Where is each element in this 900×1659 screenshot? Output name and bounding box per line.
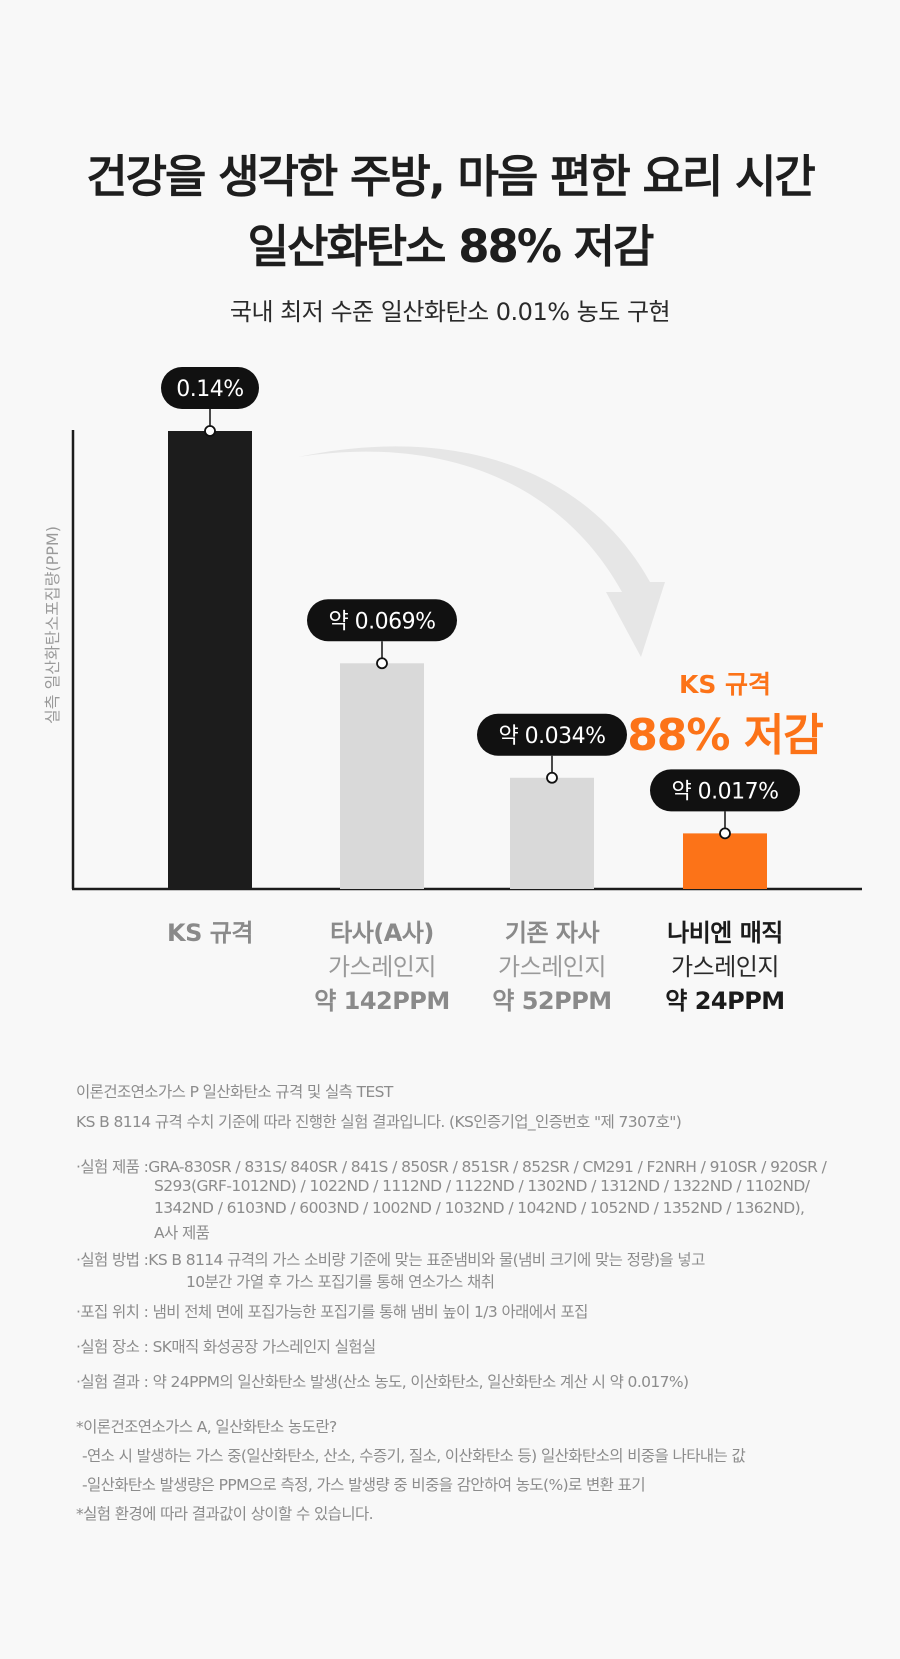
bar-0: [168, 431, 252, 889]
value-label-pill: [650, 769, 800, 812]
value-label: 약 0.034%: [498, 724, 605, 749]
category-label-previous: 기존 자사 가스레인지 약 52PPM: [442, 916, 662, 1018]
category-name: 나비엔 매직: [667, 919, 783, 947]
bar-1: [340, 663, 424, 889]
category-ppm: 약 52PPM: [492, 987, 612, 1015]
headline-line-1: 건강을 생각한 주방, 마음 편한 요리 시간: [86, 150, 816, 203]
category-label-navien: 나비엔 매직 가스레인지 약 24PPM: [615, 916, 835, 1018]
notes-product: ·실험 제품 : GRA-830SR / 831S/ 840SR / 841S …: [76, 1155, 827, 1177]
subtitle: 국내 최저 수준 일산화탄소 0.01% 농도 구현: [229, 298, 671, 326]
category-type: 가스레인지: [498, 953, 606, 981]
co-emission-bar-chart: 실측 일산화탄소포집량(PPM) 0.14% 약 0.069% 약 0.034% 약 …: [43, 367, 862, 891]
notes-heading: 이론건조연소가스 P 일산화탄소 규격 및 실측 TEST: [76, 1083, 393, 1101]
notes-product-line: S293(GRF-1012ND) / 1022ND / 1112ND / 112…: [154, 1177, 810, 1195]
notes-method-line: KS B 8114 규격의 가스 소비량 기준에 맞는 표준냄비와 물(냄비 크…: [148, 1251, 705, 1269]
notes-method-line: 10분간 가열 후 가스 포집기를 통해 연소가스 채취: [186, 1273, 495, 1291]
notes-faq-answer: -일산화탄소 발생량은 PPM으로 측정, 가스 발생량 중 비중을 감안하여 …: [82, 1476, 646, 1494]
value-label: 약 0.069%: [328, 609, 435, 634]
notes-product-key: ·실험 제품 :: [76, 1158, 149, 1176]
notes-position: ·포집 위치 : 냄비 전체 면에 포집가능한 포집기를 통해 냄비 높이 1/…: [76, 1303, 588, 1321]
notes-result: ·실험 결과 : 약 24PPM의 일산화탄소 발생(산소 농도, 이산화탄소,…: [76, 1373, 689, 1391]
notes-disclaimer: *실험 환경에 따라 결과값이 상이할 수 있습니다.: [76, 1505, 374, 1523]
category-name: 기존 자사: [504, 919, 600, 947]
category-name: KS 규격: [167, 919, 253, 947]
notes-product-line: 1342ND / 6103ND / 6003ND / 1002ND / 1032…: [154, 1199, 805, 1217]
value-marker: [376, 657, 388, 670]
notes-place: ·실험 장소 : SK매직 화성공장 가스레인지 실험실: [76, 1338, 376, 1356]
y-axis-label: 실측 일산화탄소포집량(PPM): [43, 526, 62, 724]
notes-faq-answer: -연소 시 발생하는 가스 중(일산화탄소, 산소, 수증기, 질소, 이산화탄…: [82, 1447, 746, 1465]
bar-3: [683, 833, 767, 889]
value-marker: [204, 425, 216, 437]
trend-arrow-icon: [298, 446, 665, 657]
category-type: 가스레인지: [671, 953, 779, 981]
notes-product-line: A사 제품: [154, 1224, 210, 1242]
notes-intro: KS B 8114 규격 수치 기준에 따라 진행한 실험 결과입니다. (KS…: [76, 1113, 682, 1131]
category-name: 타사(A사): [330, 919, 434, 947]
notes-method: ·실험 방법 : KS B 8114 규격의 가스 소비량 기준에 맞는 표준냄…: [76, 1248, 705, 1270]
bar-2: [510, 777, 594, 889]
notes-faq-question: *이론건조연소가스 A, 일산화탄소 농도란?: [76, 1418, 337, 1436]
headline-line-2: 일산화탄소 88% 저감: [247, 220, 655, 273]
value-label: 약 0.017%: [671, 779, 778, 804]
category-type: 가스레인지: [328, 953, 436, 981]
category-ppm: 약 24PPM: [665, 987, 785, 1015]
value-label-pill: [307, 599, 457, 642]
notes-product-line: GRA-830SR / 831S/ 840SR / 841S / 850SR /…: [148, 1158, 827, 1176]
value-label-pill: [161, 367, 259, 409]
value-marker: [546, 771, 558, 784]
value-marker: [719, 827, 731, 840]
category-ppm: 약 142PPM: [314, 987, 450, 1015]
highlight-value: 88% 저감: [627, 710, 823, 761]
value-label: 0.14%: [176, 377, 243, 402]
category-label-ks: KS 규격: [100, 916, 320, 950]
notes-method-key: ·실험 방법 :: [76, 1251, 149, 1269]
category-label-competitor: 타사(A사) 가스레인지 약 142PPM: [272, 916, 492, 1018]
highlight-label: KS 규격: [679, 670, 771, 699]
value-label-pill: [477, 713, 627, 756]
